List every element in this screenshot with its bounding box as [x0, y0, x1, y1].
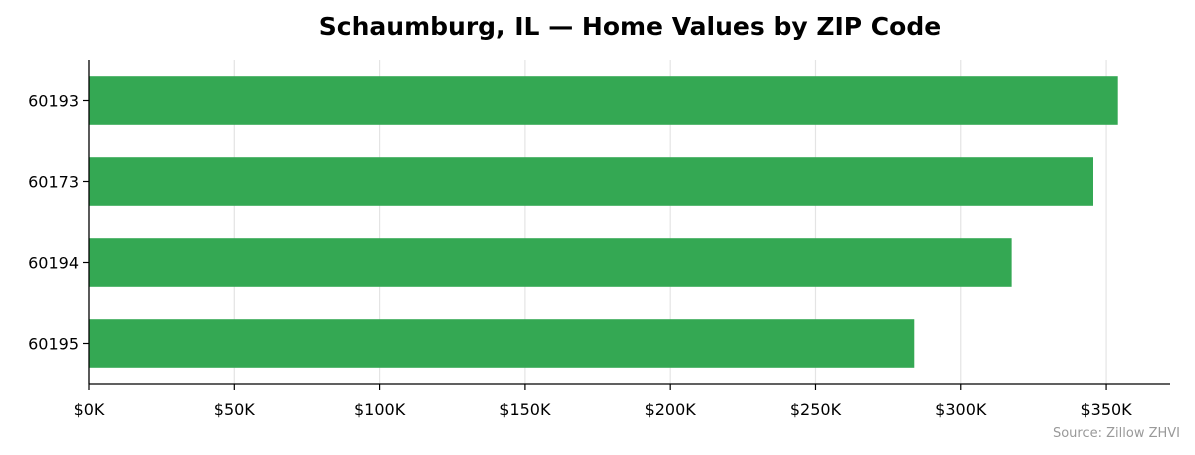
x-tick-label-0: $0K	[74, 400, 105, 419]
x-tick-label-7: $350K	[1080, 400, 1132, 419]
x-axis-ticks: $0K $50K $100K $150K $200K $250K $300K $350K	[74, 384, 1132, 419]
bar-60173	[89, 157, 1093, 206]
bar-60193	[89, 76, 1118, 125]
x-tick-label-5: $250K	[790, 400, 842, 419]
y-tick-label-60195: 60195	[28, 335, 79, 354]
y-tick-label-60193: 60193	[28, 92, 79, 111]
x-tick-label-6: $300K	[935, 400, 987, 419]
x-tick-label-1: $50K	[214, 400, 256, 419]
chart-title: Schaumburg, IL — Home Values by ZIP Code	[319, 12, 941, 41]
bar-60194	[89, 238, 1012, 287]
source-note: Source: Zillow ZHVI	[1053, 426, 1180, 441]
y-tick-label-60173: 60173	[28, 173, 79, 192]
bars	[89, 76, 1118, 368]
y-tick-label-60194: 60194	[28, 254, 79, 273]
x-tick-label-3: $150K	[499, 400, 551, 419]
x-tick-label-4: $200K	[645, 400, 697, 419]
bar-60195	[89, 319, 915, 368]
y-axis-ticks: 60193 60173 60194 60195	[28, 92, 89, 354]
x-tick-label-2: $100K	[354, 400, 406, 419]
axes	[88, 60, 1170, 385]
